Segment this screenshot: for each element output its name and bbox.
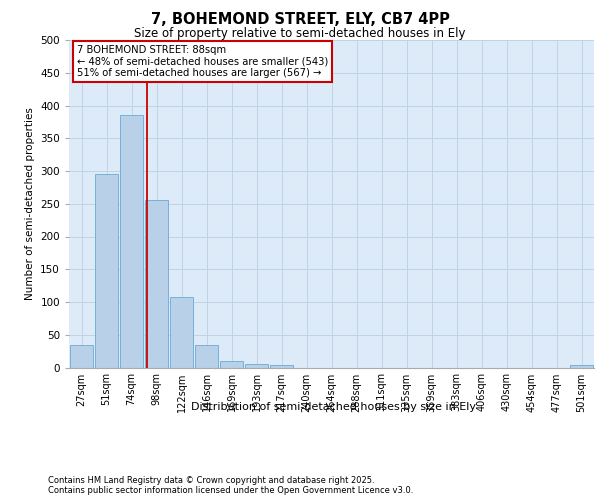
Text: Distribution of semi-detached houses by size in Ely: Distribution of semi-detached houses by … <box>191 402 476 412</box>
Bar <box>70 344 94 368</box>
Bar <box>245 364 268 368</box>
Text: Size of property relative to semi-detached houses in Ely: Size of property relative to semi-detach… <box>134 28 466 40</box>
Bar <box>145 200 169 368</box>
Bar <box>170 297 193 368</box>
Text: Contains HM Land Registry data © Crown copyright and database right 2025.: Contains HM Land Registry data © Crown c… <box>48 476 374 485</box>
Y-axis label: Number of semi-detached properties: Number of semi-detached properties <box>25 108 35 300</box>
Bar <box>569 365 593 368</box>
Bar <box>269 365 293 368</box>
Text: 7, BOHEMOND STREET, ELY, CB7 4PP: 7, BOHEMOND STREET, ELY, CB7 4PP <box>151 12 449 28</box>
Bar <box>119 116 143 368</box>
Bar <box>194 344 218 368</box>
Text: 7 BOHEMOND STREET: 88sqm
← 48% of semi-detached houses are smaller (543)
51% of : 7 BOHEMOND STREET: 88sqm ← 48% of semi-d… <box>77 45 328 78</box>
Text: Contains public sector information licensed under the Open Government Licence v3: Contains public sector information licen… <box>48 486 413 495</box>
Bar <box>220 361 244 368</box>
Bar <box>95 174 118 368</box>
